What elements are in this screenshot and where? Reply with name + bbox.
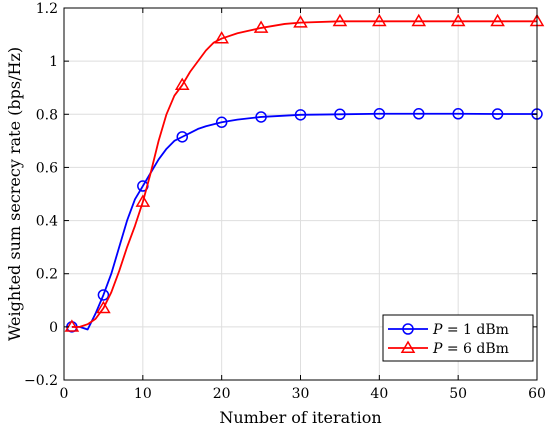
x-tick-label: 10: [134, 386, 152, 402]
legend-label-2: P = 6 dBm: [432, 341, 509, 357]
series-2-point: [174, 77, 190, 91]
legend-marker-1: [402, 323, 414, 335]
x-tick-label: 50: [449, 386, 467, 402]
x-axis-label: Number of iteration: [219, 408, 381, 427]
series-2: [64, 13, 545, 332]
series-1-line: [71, 112, 537, 331]
x-tick-label: 40: [370, 386, 388, 402]
series-1-point: [452, 108, 464, 120]
series-2-point: [214, 31, 229, 44]
series-2-point: [96, 300, 111, 314]
x-tick-label: 0: [60, 386, 69, 402]
y-tick-label: 0.8: [36, 107, 58, 123]
y-tick-label: 1: [49, 54, 58, 70]
series-2-point: [64, 319, 80, 332]
x-tick-label: 20: [213, 386, 231, 402]
y-tick-label: 0.4: [36, 214, 58, 230]
axis-ticks: 0 10 20 30 40 50 60−0.200.20.40.60.811.2: [24, 1, 546, 402]
series-1-point: [491, 108, 504, 120]
series-1-point: [294, 109, 307, 121]
legend-label-1: P = 1 dBm: [432, 322, 509, 338]
series-2-point: [135, 194, 151, 207]
series-layer: [64, 13, 545, 333]
series-2-line: [71, 20, 537, 328]
y-tick-label: 0.6: [36, 160, 58, 176]
y-tick-label: −0.2: [24, 373, 58, 389]
series-1-point: [334, 108, 346, 121]
series-2-point: [253, 20, 269, 33]
series-2-point: [411, 13, 427, 27]
series-1-point: [413, 108, 425, 120]
series-1-point: [215, 116, 228, 129]
series-1-point: [176, 131, 188, 143]
legend: P = 1 dBm P = 6 dBm: [382, 314, 534, 362]
series-1-point: [373, 108, 386, 120]
y-tick-label: 0.2: [36, 267, 58, 283]
x-tick-label: 60: [528, 386, 546, 402]
x-tick-label: 30: [292, 386, 310, 402]
y-tick-label: 0: [49, 320, 58, 336]
series-1-point: [255, 111, 267, 123]
series-2-point: [293, 15, 308, 28]
series-2-point: [372, 13, 387, 27]
series-1-point: [97, 289, 110, 301]
series-1: [66, 108, 543, 333]
legend-marker-2: [400, 340, 416, 353]
series-2-point: [490, 13, 505, 27]
series-2-point: [450, 13, 466, 27]
series-2-point: [332, 13, 348, 27]
y-axis-label: Weighted sum secrecy rate (bps/Hz): [5, 47, 24, 341]
legend-box: [382, 314, 534, 362]
y-tick-label: 1.2: [36, 1, 58, 17]
